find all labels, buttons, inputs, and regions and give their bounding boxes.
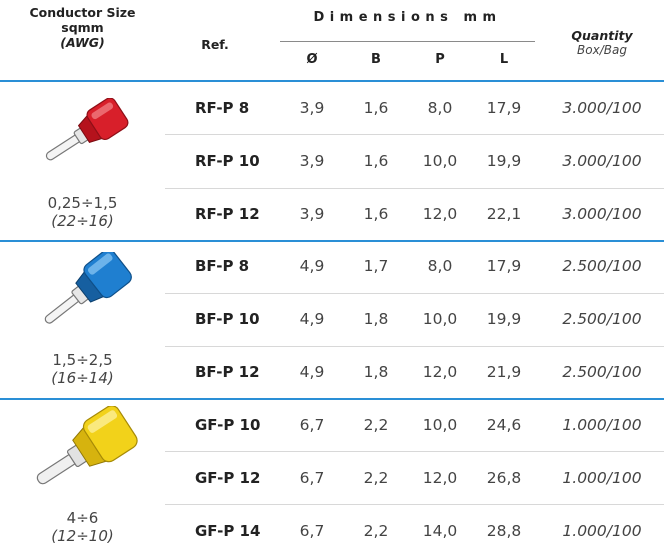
ref-header: Ref. [201, 37, 229, 52]
p-cell: 12,0 [422, 469, 458, 487]
l-cell: 17,9 [486, 99, 522, 117]
quantity-cell: 3.000/100 [562, 99, 642, 117]
diameter-cell: 4,9 [299, 363, 325, 381]
quantity-cell: 3.000/100 [562, 152, 642, 170]
quantity-cell: 1.000/100 [562, 469, 642, 487]
conductor-size-cell: 0,25÷1,5 (22÷16) [0, 194, 165, 230]
row-divider [165, 293, 664, 294]
awg-label: (AWG) [60, 35, 105, 50]
b-cell: 2,2 [363, 522, 389, 540]
col-diameter-header: Ø [306, 52, 318, 67]
dimensions-divider [280, 41, 535, 42]
diameter-cell: 4,9 [299, 310, 325, 328]
row-divider [165, 346, 664, 347]
red-pin-terminal-icon [45, 98, 129, 161]
l-cell: 21,9 [486, 363, 522, 381]
sqmm-label: sqmm [61, 20, 104, 35]
group-divider [0, 398, 664, 400]
col-p-header: P [435, 52, 445, 67]
ref-cell: GF-P 14 [195, 522, 261, 540]
col-b-header: B [371, 52, 381, 67]
row-divider [165, 451, 664, 452]
p-cell: 12,0 [422, 205, 458, 223]
quantity-cell: 1.000/100 [562, 416, 642, 434]
p-cell: 10,0 [422, 310, 458, 328]
b-cell: 1,6 [363, 152, 389, 170]
p-cell: 10,0 [422, 416, 458, 434]
awg-value: (12÷10) [51, 527, 114, 545]
b-cell: 1,6 [363, 99, 389, 117]
ref-cell: GF-P 12 [195, 469, 261, 487]
p-cell: 14,0 [422, 522, 458, 540]
ref-cell: GF-P 10 [195, 416, 261, 434]
box-bag-header: Box/Bag [577, 43, 627, 57]
ref-cell: RF-P 10 [195, 152, 260, 170]
l-cell: 26,8 [486, 469, 522, 487]
diameter-cell: 6,7 [299, 469, 325, 487]
quantity-cell: 2.500/100 [562, 257, 642, 275]
p-cell: 8,0 [427, 99, 453, 117]
ref-cell: BF-P 12 [195, 363, 260, 381]
col-l-header: L [499, 52, 509, 67]
l-cell: 22,1 [486, 205, 522, 223]
size-value: 4÷6 [66, 509, 99, 527]
row-divider [165, 134, 664, 135]
b-cell: 2,2 [363, 469, 389, 487]
b-cell: 2,2 [363, 416, 389, 434]
b-cell: 1,8 [363, 310, 389, 328]
awg-value: (16÷14) [51, 369, 114, 387]
l-cell: 19,9 [486, 310, 522, 328]
table-header: Conductor Size sqmm (AWG) Ref. Dimension… [0, 0, 664, 80]
diameter-cell: 6,7 [299, 522, 325, 540]
l-cell: 19,9 [486, 152, 522, 170]
awg-value: (22÷16) [51, 212, 114, 230]
quantity-cell: 2.500/100 [562, 310, 642, 328]
group-divider [0, 240, 664, 242]
size-value: 0,25÷1,5 [47, 194, 118, 212]
quantity-cell: 1.000/100 [562, 522, 642, 540]
conductor-size-cell: 1,5÷2,5 (16÷14) [0, 351, 165, 387]
l-cell: 28,8 [486, 522, 522, 540]
l-cell: 17,9 [486, 257, 522, 275]
ref-cell: BF-P 10 [195, 310, 260, 328]
ref-cell: RF-P 12 [195, 205, 260, 223]
conductor-size-header: Conductor Size sqmm (AWG) [0, 5, 165, 50]
row-divider [165, 188, 664, 189]
blue-pin-terminal-icon [44, 252, 132, 324]
b-cell: 1,6 [363, 205, 389, 223]
p-cell: 8,0 [427, 257, 453, 275]
conductor-size-label: Conductor Size [29, 5, 136, 20]
dimensions-header: Dimensions mm [313, 10, 502, 25]
ref-cell: RF-P 8 [195, 99, 250, 117]
quantity-cell: 2.500/100 [562, 363, 642, 381]
p-cell: 12,0 [422, 363, 458, 381]
diameter-cell: 3,9 [299, 152, 325, 170]
quantity-header: Quantity [571, 28, 633, 43]
diameter-cell: 4,9 [299, 257, 325, 275]
p-cell: 10,0 [422, 152, 458, 170]
yellow-pin-terminal-icon [36, 406, 138, 485]
row-divider [165, 504, 664, 505]
l-cell: 24,6 [486, 416, 522, 434]
b-cell: 1,8 [363, 363, 389, 381]
size-value: 1,5÷2,5 [52, 351, 113, 369]
conductor-size-cell: 4÷6 (12÷10) [0, 509, 165, 545]
diameter-cell: 3,9 [299, 205, 325, 223]
diameter-cell: 6,7 [299, 416, 325, 434]
quantity-cell: 3.000/100 [562, 205, 642, 223]
b-cell: 1,7 [363, 257, 389, 275]
diameter-cell: 3,9 [299, 99, 325, 117]
header-divider [0, 80, 664, 82]
ref-cell: BF-P 8 [195, 257, 250, 275]
